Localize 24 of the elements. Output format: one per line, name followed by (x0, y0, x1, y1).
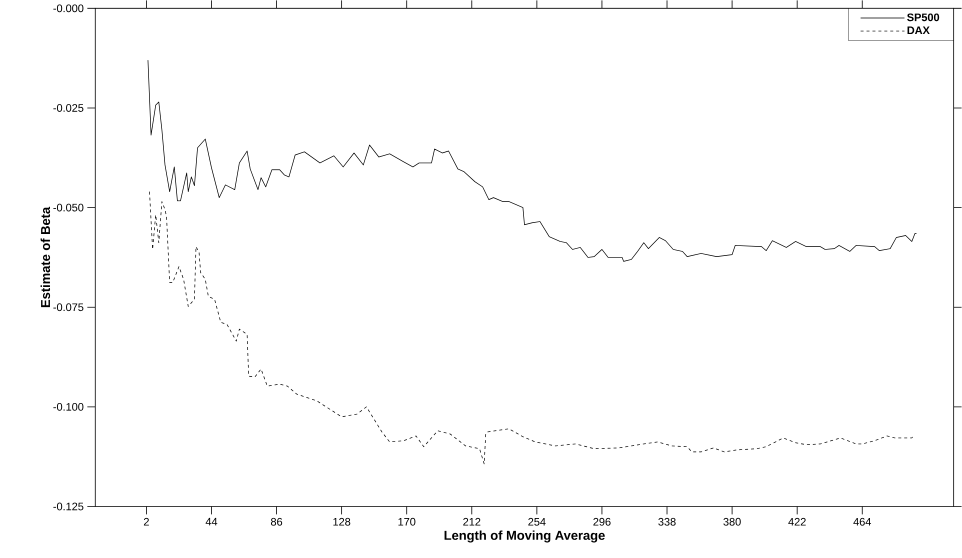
y-tick-label: -0.000 (53, 4, 84, 12)
x-tick-label: 296 (593, 518, 611, 526)
y-tick-label: -0.025 (53, 104, 84, 112)
legend-label: DAX (908, 26, 930, 34)
x-tick-label: 128 (333, 518, 350, 526)
x-tick-label: 212 (463, 518, 480, 526)
x-tick-label: 422 (788, 518, 806, 526)
x-tick-label: 44 (206, 518, 218, 526)
line-series (149, 191, 914, 464)
x-tick-label: 464 (853, 518, 872, 526)
x-tick-label: 2 (144, 518, 149, 526)
x-tick-label: 380 (723, 518, 741, 526)
y-tick-label: -0.050 (53, 204, 84, 212)
y-axis-title: Estimate of Beta (40, 206, 50, 308)
y-tick-label: -0.075 (53, 303, 84, 312)
line-series (148, 60, 917, 262)
y-tick-label: -0.100 (53, 402, 84, 411)
x-tick-label: 254 (528, 518, 546, 526)
x-axis-title: Length of Moving Average (444, 530, 605, 542)
x-tick-label: 86 (270, 518, 282, 526)
legend-label: SP500 (907, 13, 940, 22)
y-tick-label: -0.125 (53, 502, 84, 510)
x-tick-label: 170 (398, 518, 416, 526)
x-tick-label: 338 (658, 518, 676, 526)
